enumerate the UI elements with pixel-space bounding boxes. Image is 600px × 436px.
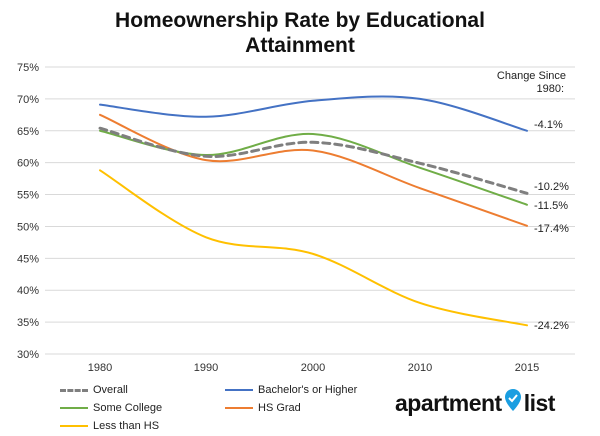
legend-swatch-overall: [60, 388, 88, 392]
legend-label-overall: Overall: [93, 384, 128, 396]
x-tick-label: 2000: [301, 362, 325, 374]
y-tick-label: 60%: [17, 158, 39, 170]
legend-swatch-some-college: [60, 407, 88, 409]
change-annotation: -24.2%: [534, 320, 569, 332]
y-tick-label: 50%: [17, 221, 39, 233]
chart-title-line-2: Attainment: [245, 34, 355, 57]
series-line-bachelor-s-or-higher: [99, 95, 528, 132]
legend-item-less-than-hs: Less than HS: [60, 420, 159, 432]
y-tick-label: 70%: [17, 94, 39, 106]
legend-item-bachelors: Bachelor's or Higher: [225, 384, 357, 396]
legend-item-some-college: Some College: [60, 402, 162, 414]
logo-text-apartment: apartment: [395, 389, 502, 416]
legend-swatch-bachelors: [225, 389, 253, 391]
x-tick-label: 1990: [194, 362, 218, 374]
y-tick-label: 75%: [17, 62, 39, 74]
annotation-header-line-1: Change Since: [497, 70, 566, 82]
legend-item-overall: Overall: [60, 384, 128, 396]
logo-text-list: list: [523, 389, 556, 416]
y-tick-label: 55%: [17, 190, 39, 202]
x-tick-label: 2015: [515, 362, 539, 374]
legend-label-bachelors: Bachelor's or Higher: [258, 384, 358, 396]
legend-label-some-college: Some College: [93, 402, 163, 414]
map-pin-icon: [504, 388, 522, 418]
change-annotation: -11.5%: [534, 200, 568, 212]
x-tick-label: 1980: [88, 362, 112, 374]
change-annotation: -4.1%: [534, 119, 563, 131]
y-tick-label: 45%: [17, 253, 39, 265]
apartment-list-logo: apartment list: [395, 388, 555, 418]
series-line-less-than-hs: [99, 169, 528, 327]
change-annotation: -17.4%: [534, 223, 569, 235]
annotation-header-line-2: 1980:: [536, 83, 564, 95]
legend-label-less-than-hs: Less than HS: [93, 420, 160, 432]
x-tick-label: 2010: [408, 362, 432, 374]
series-line-overall: [98, 126, 529, 195]
legend-item-hs-grad: HS Grad: [225, 402, 301, 414]
y-tick-label: 65%: [17, 126, 39, 138]
y-tick-label: 35%: [17, 317, 39, 329]
change-annotation: -10.2%: [534, 181, 569, 193]
legend-label-hs-grad: HS Grad: [258, 402, 301, 414]
chart-title: Homeownership Rate by Educational Attain…: [0, 8, 600, 58]
series-line-hs-grad: [99, 113, 528, 227]
y-tick-label: 40%: [17, 285, 39, 297]
legend-swatch-hs-grad: [225, 407, 253, 409]
chart-title-line-1: Homeownership Rate by Educational: [115, 9, 485, 32]
legend-swatch-less-than-hs: [60, 425, 88, 427]
y-tick-label: 30%: [17, 349, 39, 361]
